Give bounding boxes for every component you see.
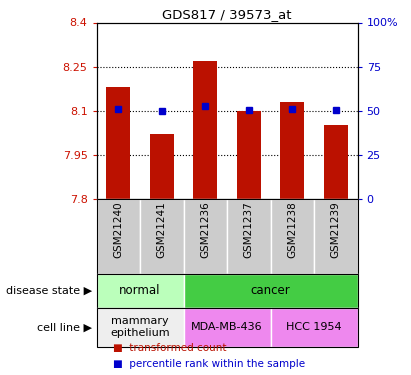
Text: GSM21237: GSM21237 <box>244 202 254 258</box>
Bar <box>193 61 217 199</box>
Bar <box>184 308 270 347</box>
Bar <box>270 199 314 274</box>
Text: MDA-MB-436: MDA-MB-436 <box>191 322 263 332</box>
Text: GSM21236: GSM21236 <box>200 202 210 258</box>
Bar <box>237 111 261 199</box>
Title: GDS817 / 39573_at: GDS817 / 39573_at <box>162 8 292 21</box>
Text: mammary
epithelium: mammary epithelium <box>110 316 170 338</box>
Text: disease state ▶: disease state ▶ <box>6 286 92 296</box>
Bar <box>140 199 184 274</box>
Text: GSM21240: GSM21240 <box>113 202 123 258</box>
Bar <box>314 199 358 274</box>
Text: ■  transformed count: ■ transformed count <box>113 342 226 352</box>
Text: GSM21241: GSM21241 <box>157 202 167 258</box>
Bar <box>280 102 304 199</box>
Bar <box>97 274 184 308</box>
Text: GSM21238: GSM21238 <box>287 202 297 258</box>
Bar <box>270 308 358 347</box>
Text: cell line ▶: cell line ▶ <box>37 322 92 332</box>
Text: HCC 1954: HCC 1954 <box>286 322 342 332</box>
Bar <box>324 125 348 199</box>
Text: GSM21239: GSM21239 <box>331 202 341 258</box>
Bar <box>227 199 270 274</box>
Text: ■  percentile rank within the sample: ■ percentile rank within the sample <box>113 359 305 369</box>
Bar <box>184 274 358 308</box>
Bar <box>97 199 140 274</box>
Bar <box>106 87 130 199</box>
Text: normal: normal <box>119 284 161 297</box>
Bar <box>150 134 174 199</box>
Text: cancer: cancer <box>251 284 291 297</box>
Bar <box>184 199 227 274</box>
Bar <box>97 308 184 347</box>
